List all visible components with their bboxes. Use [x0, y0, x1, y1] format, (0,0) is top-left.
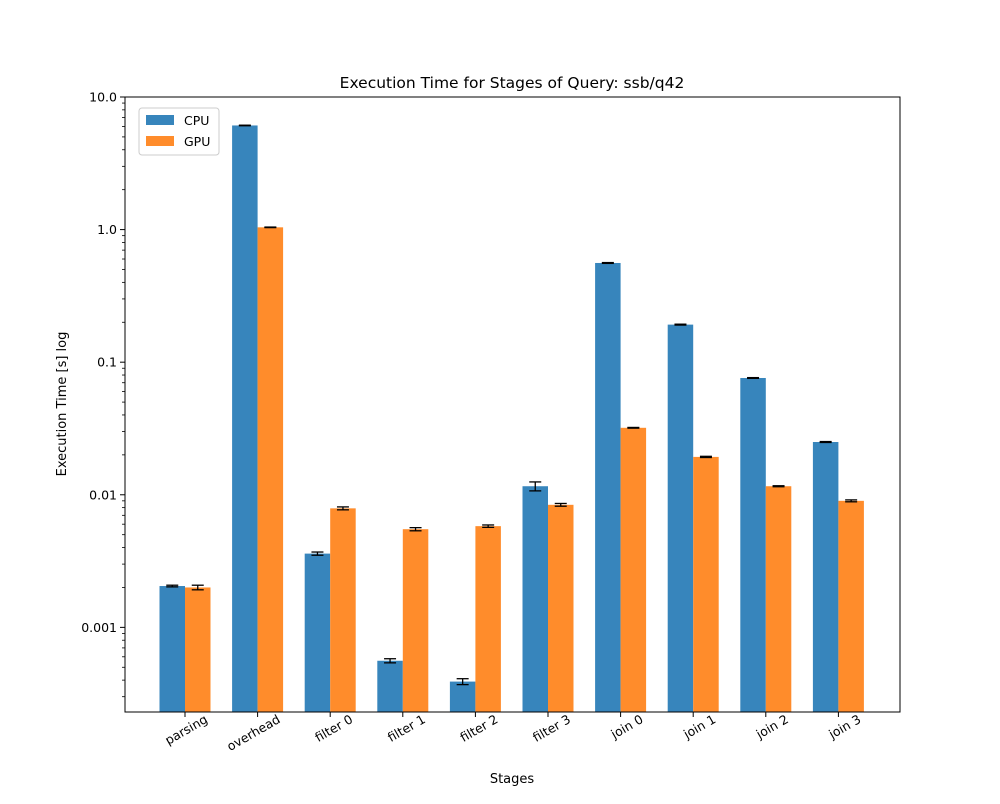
x-tick-label: join 0 [607, 711, 645, 742]
bar-cpu-parsing [159, 586, 185, 712]
errorbar-gpu-filter-3 [554, 502, 567, 507]
errorbar-cpu-overhead [238, 124, 251, 127]
bar-gpu-filter-3 [548, 504, 574, 712]
bar-gpu-join-0 [620, 427, 647, 712]
bars-layer [159, 125, 864, 712]
errorbar-gpu-join-3 [845, 499, 858, 503]
errorbars-layer [166, 124, 858, 686]
bar-gpu-filter-0 [330, 508, 356, 712]
errorbar-cpu-filter-2 [456, 678, 469, 686]
bar-gpu-overhead [257, 227, 284, 712]
x-tick-label: filter 1 [385, 711, 428, 744]
bar-cpu-join-3 [812, 442, 839, 712]
bar-gpu-parsing [185, 587, 211, 712]
x-axis: parsing overhead filter 0 filter 1 filter 2 f… [162, 711, 863, 753]
y-tick-label: 0.1 [97, 355, 117, 370]
bar-gpu-join-1 [693, 456, 719, 712]
legend-swatch-gpu [146, 136, 174, 146]
errorbar-cpu-join-3 [819, 440, 832, 444]
y-tick-label: 0.01 [89, 487, 117, 502]
plot-frame [124, 96, 901, 713]
legend-label-cpu: CPU [184, 113, 209, 128]
legend-swatch-cpu [146, 115, 174, 125]
y-tick-label: 1.0 [97, 222, 117, 237]
bar-cpu-join-2 [740, 377, 766, 712]
errorbar-gpu-filter-1 [409, 527, 422, 532]
errorbar-gpu-join-1 [699, 455, 712, 459]
bar-cpu-filter-2 [449, 681, 476, 712]
errorbar-gpu-parsing [191, 584, 204, 591]
errorbar-cpu-join-1 [674, 323, 687, 326]
bar-cpu-filter-1 [377, 660, 403, 712]
errorbar-gpu-join-0 [627, 426, 640, 429]
errorbar-cpu-filter-0 [311, 551, 324, 556]
bar-cpu-join-0 [595, 262, 621, 712]
errorbar-cpu-filter-3 [529, 481, 542, 492]
x-tick-label: parsing [162, 711, 210, 747]
bar-cpu-filter-0 [304, 553, 331, 712]
errorbar-gpu-overhead [264, 226, 277, 229]
legend-label-gpu: GPU [184, 134, 210, 149]
errorbar-gpu-filter-2 [482, 524, 495, 528]
x-tick-label: overhead [224, 711, 282, 753]
bar-gpu-filter-2 [475, 526, 501, 712]
bar-gpu-join-2 [765, 486, 792, 712]
x-axis-label: Stages [490, 772, 535, 787]
x-tick-label: join 3 [825, 711, 863, 742]
errorbar-cpu-join-0 [601, 261, 614, 265]
x-tick-label: filter 0 [312, 711, 355, 745]
legend: CPU GPU [138, 107, 220, 156]
bar-cpu-overhead [232, 125, 258, 712]
x-tick-label: join 2 [753, 711, 791, 742]
bar-gpu-join-3 [838, 500, 864, 712]
x-tick-label: filter 3 [530, 711, 573, 744]
x-tick-label: join 1 [680, 711, 718, 742]
bar-cpu-filter-3 [522, 486, 548, 712]
y-tick-label: 0.001 [81, 620, 117, 635]
errorbar-cpu-join-2 [747, 376, 760, 380]
y-tick-label: 10.0 [89, 90, 117, 105]
errorbar-gpu-join-2 [772, 485, 785, 488]
errorbar-gpu-filter-0 [336, 506, 349, 511]
y-axis-label: Execution Time [s] log [55, 332, 70, 477]
y-axis: 0.001 0.01 0.1 1.0 10.0 [81, 90, 125, 698]
errorbar-cpu-parsing [166, 584, 179, 588]
bar-gpu-filter-1 [402, 529, 429, 712]
chart-title: Execution Time for Stages of Query: ssb/… [340, 74, 685, 92]
x-tick-label: filter 2 [457, 711, 500, 744]
errorbar-cpu-filter-1 [384, 658, 397, 664]
bar-cpu-join-1 [667, 324, 694, 712]
